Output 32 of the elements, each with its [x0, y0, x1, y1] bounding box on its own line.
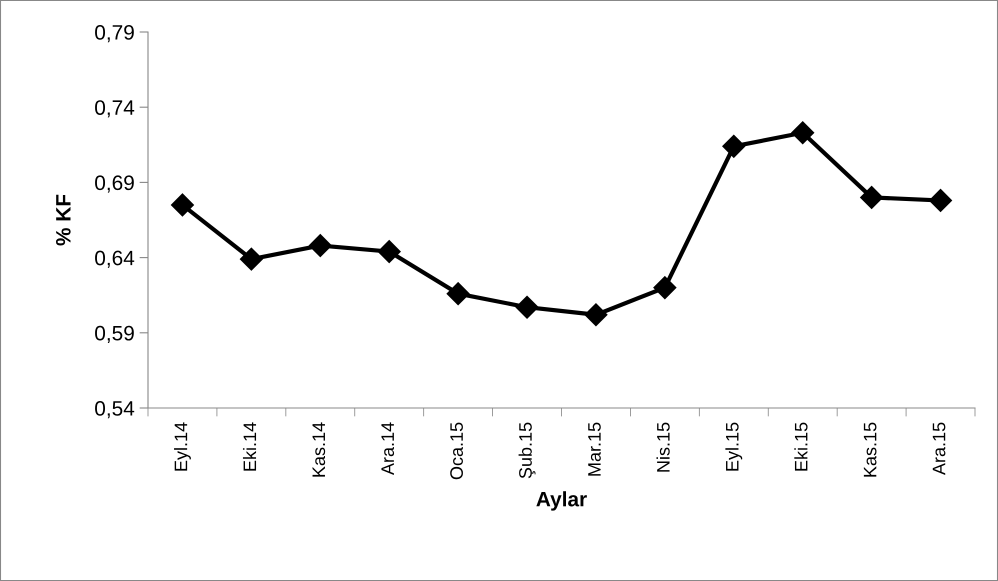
x-axis-title: Aylar [536, 491, 587, 511]
x-tick-label: Eyl.15 [725, 422, 742, 471]
y-tick-label: 0,64 [95, 250, 134, 268]
x-tick-label: Ara.15 [932, 422, 946, 476]
x-tick-label: Eki.14 [242, 422, 256, 471]
point [722, 134, 746, 158]
y-tick-label: 0,74 [95, 100, 134, 118]
point [308, 234, 332, 258]
y-tick-label: 0,59 [95, 326, 134, 344]
y-tick-label: 0,79 [95, 25, 134, 42]
point [929, 188, 952, 212]
point [378, 240, 401, 264]
x-tick-label: Oca.15 [450, 422, 463, 480]
x-tick-label: Şub.15 [518, 422, 536, 478]
point [516, 296, 539, 319]
x-tick-label: Nis.15 [656, 422, 670, 472]
point [446, 282, 470, 306]
point [653, 276, 676, 300]
x-tick-label: Eki.15 [794, 422, 808, 471]
x-tick-label: Eyl.14 [174, 422, 191, 471]
point [584, 303, 608, 326]
x-tick-label: Kas.15 [864, 422, 876, 477]
x-tick-label: Mar.15 [588, 422, 601, 476]
point [170, 193, 194, 216]
x-tick-label: Ara.14 [381, 422, 394, 476]
y-axis-title: % KF [56, 194, 71, 246]
y-tick-label: 0,69 [95, 175, 134, 193]
point [240, 248, 263, 271]
y-tick-label: 0,54 [95, 401, 134, 418]
point [791, 121, 814, 144]
point [860, 186, 884, 209]
x-tick-label: Kas.14 [312, 422, 326, 477]
